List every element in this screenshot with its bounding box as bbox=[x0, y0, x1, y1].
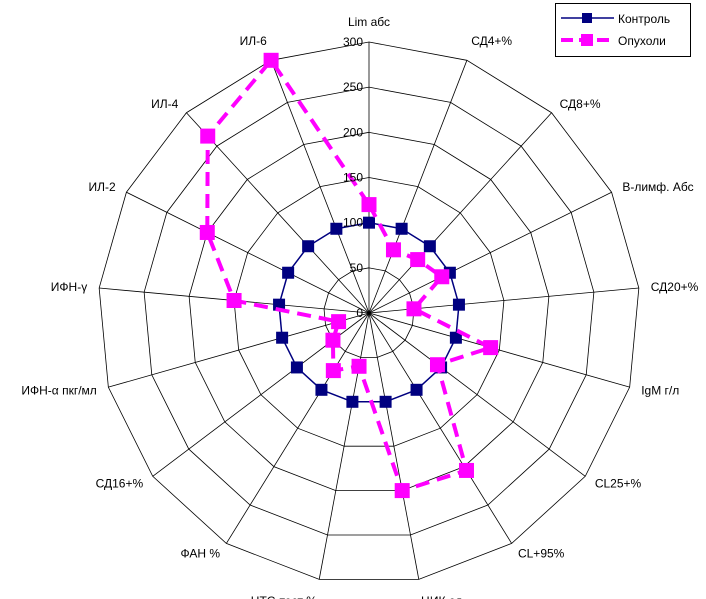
data-point bbox=[276, 331, 289, 344]
grid-ring bbox=[98, 41, 640, 580]
axis-line bbox=[318, 312, 370, 580]
data-point bbox=[410, 252, 426, 268]
axis-label: CL25+% bbox=[595, 477, 642, 491]
axis-line bbox=[225, 312, 370, 544]
data-point bbox=[325, 332, 341, 348]
data-point bbox=[199, 224, 215, 240]
data-point bbox=[282, 266, 295, 279]
legend-control-label: Контроль bbox=[618, 12, 671, 26]
axis-label: ИФН-α пкг/мл bbox=[21, 383, 96, 397]
data-point bbox=[226, 292, 242, 308]
axis-labels: Lim абс СД4+% СД8+% В-лимф. Абс СД20+% IgM г/… bbox=[21, 15, 698, 599]
data-point bbox=[410, 383, 423, 396]
axis-line bbox=[368, 312, 513, 544]
axis-line bbox=[186, 112, 370, 314]
data-point bbox=[429, 357, 445, 373]
tick-label: 150 bbox=[343, 171, 363, 185]
axis-line bbox=[126, 191, 370, 314]
axis-label: ФАН % bbox=[180, 547, 220, 561]
axis-line bbox=[368, 112, 552, 314]
legend: Контроль Опухоли bbox=[555, 3, 691, 57]
data-point bbox=[263, 52, 279, 68]
legend-item-control: Контроль bbox=[556, 9, 690, 29]
grid-ring bbox=[143, 86, 595, 536]
grid-ring bbox=[188, 131, 550, 491]
axis-line bbox=[368, 312, 630, 388]
grid-ring bbox=[323, 267, 415, 358]
axis-label: СД8+% bbox=[560, 97, 601, 111]
tick-label: 250 bbox=[343, 80, 363, 94]
data-point bbox=[330, 222, 343, 235]
series-line bbox=[205, 58, 493, 493]
radar-grid bbox=[98, 41, 640, 580]
axis-label: ИЛ-4 bbox=[151, 97, 178, 111]
tick-label: 300 bbox=[343, 35, 363, 49]
axis-label: ЦИК ед. bbox=[421, 594, 466, 599]
data-point bbox=[395, 222, 408, 235]
grid-ring bbox=[233, 177, 505, 447]
data-point bbox=[458, 462, 474, 478]
axis-label: CL+95% bbox=[518, 547, 565, 561]
axis-label: СД4+% bbox=[471, 34, 512, 48]
axis-label: В-лимф. Абс bbox=[622, 180, 693, 194]
data-point bbox=[325, 363, 341, 379]
axis-label: ИЛ-2 bbox=[88, 180, 115, 194]
data-point bbox=[361, 197, 377, 213]
axis-label: СД20+% bbox=[651, 280, 699, 294]
data-point bbox=[434, 269, 450, 285]
data-point bbox=[385, 242, 401, 258]
axis-label: ИФН-γ bbox=[51, 280, 87, 294]
data-point bbox=[200, 128, 216, 144]
data-point bbox=[394, 483, 410, 499]
legend-item-tumors: Опухоли bbox=[556, 31, 690, 51]
axis-line bbox=[270, 60, 370, 314]
axis-label: ИЛ-6 bbox=[240, 34, 267, 48]
data-point bbox=[452, 298, 465, 311]
data-point bbox=[346, 395, 359, 408]
data-point bbox=[315, 383, 328, 396]
data-point bbox=[290, 361, 303, 374]
axis-line bbox=[368, 312, 420, 580]
data-point bbox=[406, 301, 422, 317]
axis-line bbox=[368, 191, 612, 314]
data-point bbox=[423, 240, 436, 253]
axis-label: IgM г/л bbox=[641, 383, 679, 397]
data-point bbox=[302, 240, 315, 253]
axis-label: Lim абс bbox=[348, 15, 390, 29]
data-point bbox=[363, 216, 375, 229]
tick-label: 100 bbox=[343, 216, 363, 230]
axis-line bbox=[368, 60, 468, 314]
axis-label: НТС-тест % bbox=[251, 594, 318, 599]
data-point bbox=[351, 358, 367, 374]
data-point bbox=[379, 395, 392, 408]
axis-label: СД16+% bbox=[96, 477, 144, 491]
tick-labels: 0 50 100 150 200 250 300 bbox=[343, 35, 363, 320]
data-point bbox=[449, 331, 462, 344]
legend-tumors-label: Опухоли bbox=[618, 34, 666, 48]
axis-line bbox=[108, 312, 370, 388]
legend-tumors-marker bbox=[561, 34, 614, 46]
tick-label: 200 bbox=[343, 125, 363, 139]
tick-label: 0 bbox=[356, 306, 363, 320]
data-point bbox=[331, 314, 347, 330]
series-layer bbox=[199, 52, 499, 499]
legend-control-marker bbox=[561, 13, 614, 23]
tick-label: 50 bbox=[350, 261, 364, 275]
data-point bbox=[483, 340, 499, 356]
axis-line bbox=[368, 312, 586, 477]
